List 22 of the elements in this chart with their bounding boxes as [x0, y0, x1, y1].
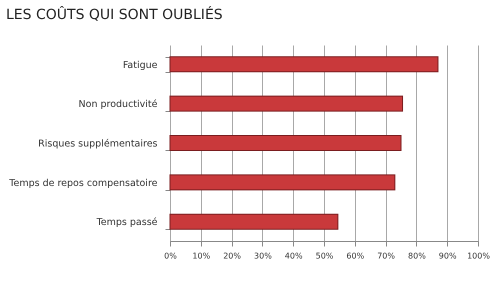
bar [170, 135, 402, 151]
y-tick-label: Temps passé [96, 217, 158, 228]
y-tick-label: Temps de repos compensatoire [8, 178, 158, 189]
x-tick-label: 20% [223, 252, 242, 260]
bar [170, 214, 338, 230]
x-tick-label: 40% [284, 252, 303, 260]
x-tick-label: 100% [467, 252, 490, 260]
bar [170, 174, 396, 190]
bar [170, 96, 404, 112]
x-tick-label: 30% [254, 252, 272, 260]
x-tick-label: 70% [377, 252, 396, 260]
y-tick-label: Fatigue [122, 60, 158, 71]
x-tick-label: 10% [192, 252, 211, 260]
chart-title: LES COÛTS QUI SONT OUBLIÉS [6, 6, 223, 23]
y-tick-label: Risques supplémentaires [38, 138, 158, 150]
x-tick-label: 90% [438, 252, 457, 260]
x-tick-label: 0% [164, 252, 178, 260]
bar [170, 56, 438, 72]
x-tick-label: 50% [316, 252, 334, 260]
x-tick-label: 60% [346, 252, 365, 260]
x-tick-label: 80% [408, 252, 426, 260]
y-tick-label: Non productivité [78, 99, 158, 110]
